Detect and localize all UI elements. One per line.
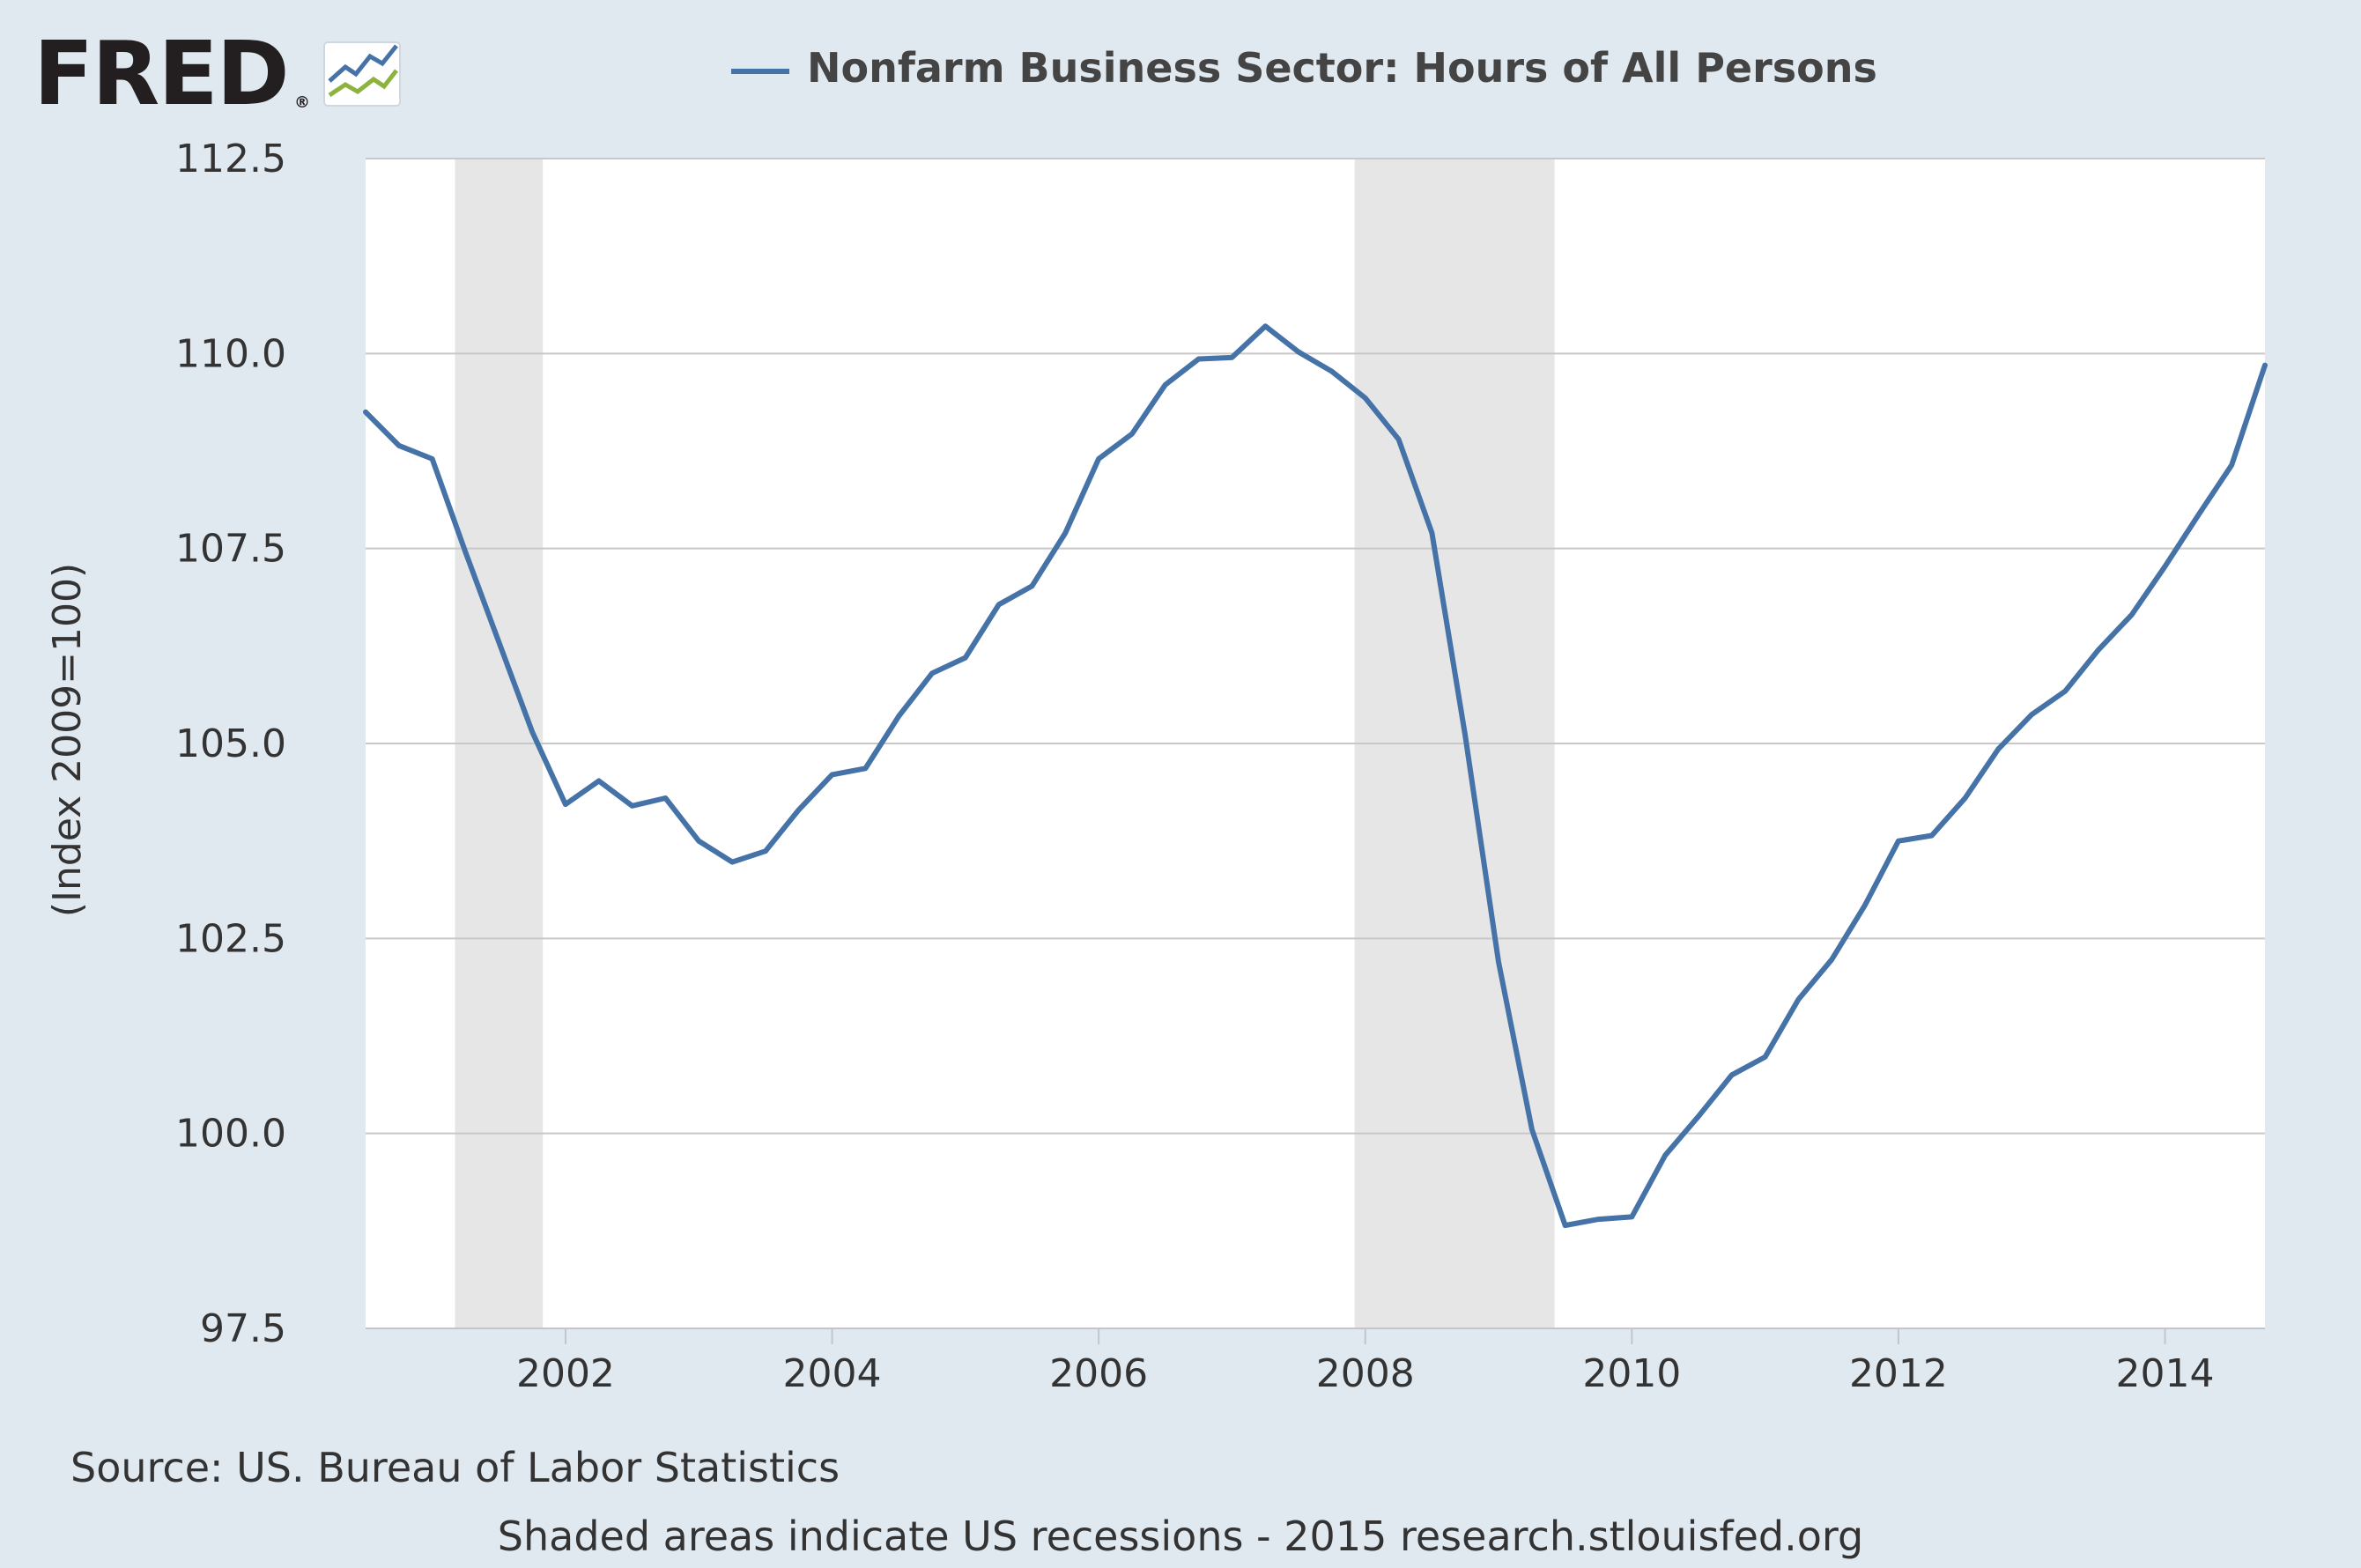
source-note: Source: US. Bureau of Labor Statistics [70, 1444, 840, 1491]
data-point[interactable] [2262, 363, 2268, 368]
series-layer [363, 323, 2268, 1229]
data-point[interactable] [1696, 1113, 1701, 1119]
data-point[interactable] [1963, 795, 1968, 801]
data-point[interactable] [729, 860, 735, 865]
data-point[interactable] [2062, 689, 2068, 694]
data-point[interactable] [563, 802, 568, 807]
x-tick-label: 2012 [1849, 1351, 1948, 1396]
data-point[interactable] [1629, 1214, 1634, 1219]
data-point[interactable] [763, 848, 768, 854]
data-point[interactable] [1129, 432, 1135, 437]
x-tick-label: 2002 [516, 1351, 615, 1396]
data-point[interactable] [1329, 369, 1335, 374]
data-point[interactable] [830, 772, 835, 777]
legend[interactable]: Nonfarm Business Sector: Hours of All Pe… [731, 44, 1877, 92]
data-point[interactable] [1662, 1152, 1668, 1158]
data-point[interactable] [363, 410, 368, 415]
data-point[interactable] [1829, 957, 1834, 962]
x-tick-label: 2006 [1049, 1351, 1148, 1396]
data-point[interactable] [1363, 396, 1368, 401]
x-tick-label: 2014 [2116, 1351, 2215, 1396]
data-point[interactable] [662, 795, 668, 801]
registered-mark: ® [294, 93, 310, 112]
data-point[interactable] [1496, 959, 1501, 965]
data-point[interactable] [496, 640, 501, 645]
data-point[interactable] [1729, 1072, 1735, 1077]
series-line-1[interactable] [363, 323, 2268, 1229]
data-point[interactable] [1196, 357, 1202, 362]
data-point[interactable] [2163, 564, 2168, 569]
data-point[interactable] [929, 670, 935, 676]
data-point[interactable] [963, 655, 968, 661]
data-point[interactable] [1763, 1054, 1768, 1060]
data-point[interactable] [996, 602, 1002, 607]
data-point[interactable] [2096, 647, 2101, 653]
y-tick-label: 105.0 [175, 721, 286, 766]
data-point[interactable] [862, 766, 868, 771]
x-tick-label: 2004 [783, 1351, 882, 1396]
data-point[interactable] [1229, 355, 1234, 360]
data-point[interactable] [2129, 612, 2135, 618]
data-point[interactable] [1896, 839, 1901, 844]
data-point[interactable] [2029, 712, 2034, 717]
data-point[interactable] [1462, 733, 1468, 738]
data-point[interactable] [529, 729, 535, 735]
y-tick-label: 107.5 [175, 527, 286, 572]
y-tick-label: 112.5 [175, 137, 286, 181]
data-point[interactable] [1795, 996, 1801, 1002]
data-point[interactable] [796, 807, 802, 812]
data-point[interactable] [430, 456, 435, 462]
x-tick-label: 2010 [1582, 1351, 1681, 1396]
data-point[interactable] [1563, 1223, 1568, 1228]
data-point[interactable] [1995, 746, 2001, 751]
y-tick-label: 110.0 [175, 331, 286, 376]
y-axis-ticks: 97.5 100.0 102.5 105.0 107.5 110.0 112.5 [175, 137, 286, 1351]
data-point[interactable] [1429, 530, 1434, 536]
data-point[interactable] [1096, 456, 1101, 462]
data-point[interactable] [896, 714, 901, 719]
gridlines [366, 158, 2265, 1135]
line-chart-icon [323, 41, 401, 107]
data-point[interactable] [1529, 1127, 1535, 1132]
data-point[interactable] [1296, 350, 1301, 355]
data-point[interactable] [696, 839, 701, 844]
data-point[interactable] [1262, 323, 1268, 329]
x-tick-label: 2008 [1316, 1351, 1415, 1396]
data-point[interactable] [1062, 530, 1068, 536]
data-point[interactable] [1596, 1217, 1602, 1222]
y-tick-label: 97.5 [200, 1306, 286, 1351]
recession-note: Shaded areas indicate US recessions - 20… [498, 1513, 1863, 1560]
data-point[interactable] [2195, 513, 2201, 518]
data-point[interactable] [596, 778, 602, 783]
logo-text: FRED [33, 22, 288, 125]
y-tick-label: 100.0 [175, 1112, 286, 1157]
data-point[interactable] [2229, 462, 2234, 468]
data-point[interactable] [463, 550, 468, 555]
legend-label: Nonfarm Business Sector: Hours of All Pe… [807, 44, 1877, 92]
fred-logo[interactable]: FRED ® [33, 22, 401, 125]
data-point[interactable] [396, 443, 402, 448]
y-tick-label: 102.5 [175, 916, 286, 961]
data-point[interactable] [1163, 382, 1168, 388]
x-axis-ticks: 2002 2004 2006 2008 2010 2012 2014 [516, 1328, 2215, 1396]
data-point[interactable] [1029, 583, 1034, 588]
data-point[interactable] [630, 803, 635, 809]
y-axis-title: (Index 2009=100) [45, 563, 90, 917]
data-point[interactable] [1929, 832, 1935, 838]
data-point[interactable] [1862, 902, 1868, 907]
data-point[interactable] [1396, 437, 1402, 442]
